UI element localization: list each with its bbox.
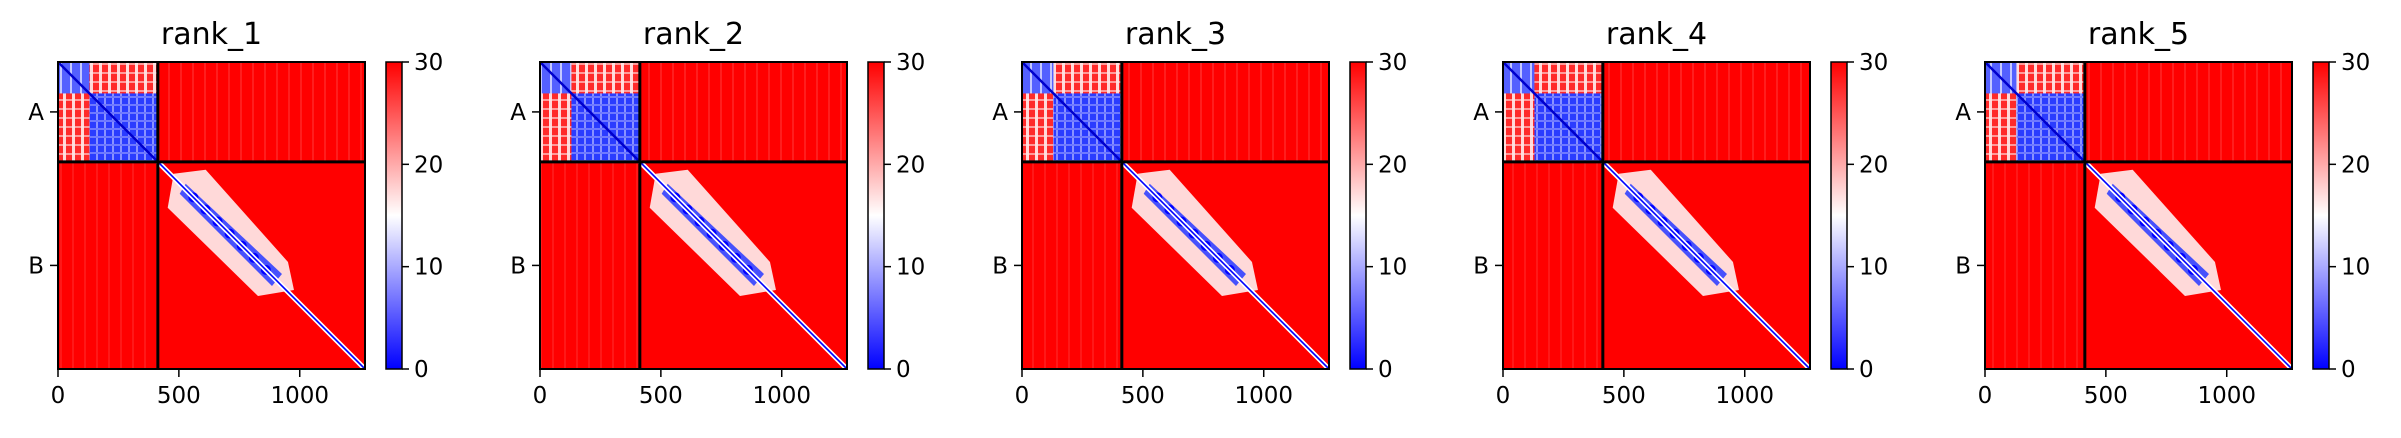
- diagonal-A: [1984, 61, 2086, 163]
- x-tick-label: 0: [51, 383, 66, 409]
- diagonal-A: [1502, 61, 1604, 163]
- colorbar-tick-label: 20: [1378, 152, 1407, 178]
- diagonal-A: [539, 61, 641, 163]
- block-B-A: [1503, 161, 1603, 369]
- axes-frame: [1502, 61, 1811, 370]
- x-tick-label: 500: [1602, 383, 1646, 409]
- block-B-A: [1985, 161, 2085, 369]
- colorbar-tick-label: 10: [2341, 255, 2370, 281]
- block-B-A: [540, 161, 640, 369]
- heatmap-panel-4: rank_4 0 500 1000 A B 0 10 20 30: [1473, 17, 1888, 409]
- colorbar-tick-label: 0: [414, 357, 429, 383]
- colorbar-tick-label: 30: [896, 50, 925, 76]
- x-tick-label: 0: [533, 383, 548, 409]
- y-tick-label: A: [1955, 100, 1971, 126]
- diagonal-B: [1121, 161, 1330, 370]
- heatmap-panel-3: rank_3 0 500 1000 A B 0 10 20 30: [992, 17, 1407, 409]
- diagonal-A: [57, 61, 159, 163]
- colorbar-tick-label: 30: [1859, 50, 1888, 76]
- colorbar-tick-label: 0: [2341, 357, 2356, 383]
- x-tick-label: 1000: [270, 383, 329, 409]
- colorbar: [867, 61, 885, 370]
- colorbar-tick-label: 30: [2341, 50, 2370, 76]
- y-tick-label: A: [1473, 100, 1489, 126]
- y-tick-label: B: [992, 253, 1008, 279]
- panel-title: rank_4: [1606, 17, 1707, 52]
- block-B-A: [1022, 161, 1122, 369]
- colorbar: [385, 61, 403, 370]
- panel-title: rank_2: [643, 17, 744, 52]
- panel-title: rank_5: [2088, 17, 2189, 52]
- y-tick-label: B: [510, 253, 526, 279]
- colorbar-tick-label: 0: [1859, 357, 1874, 383]
- block-A-B: [1602, 62, 1810, 162]
- y-tick-label: B: [28, 253, 44, 279]
- colorbar-tick-label: 20: [2341, 152, 2370, 178]
- axes-frame: [1021, 61, 1330, 370]
- heatmap-panel-2: rank_2 0 500 1000 A B 0 10 20 30: [510, 17, 925, 409]
- axes-frame: [57, 61, 366, 370]
- x-tick-label: 1000: [2197, 383, 2256, 409]
- colorbar-tick-label: 20: [896, 152, 925, 178]
- diagonal-B: [1602, 161, 1811, 370]
- x-tick-label: 1000: [1715, 383, 1774, 409]
- colorbar-tick-label: 0: [1378, 357, 1393, 383]
- colorbar-tick-label: 20: [1859, 152, 1888, 178]
- diagonal-B: [157, 161, 366, 370]
- colorbar-tick-label: 0: [896, 357, 911, 383]
- x-tick-label: 1000: [1234, 383, 1293, 409]
- block-A-B: [2084, 62, 2292, 162]
- x-tick-label: 0: [1496, 383, 1511, 409]
- x-tick-label: 0: [1015, 383, 1030, 409]
- x-tick-label: 500: [1121, 383, 1165, 409]
- y-tick-label: A: [510, 100, 526, 126]
- x-tick-label: 1000: [752, 383, 811, 409]
- block-A-B: [1121, 62, 1329, 162]
- diagonal-B: [2084, 161, 2293, 370]
- colorbar-tick-label: 20: [414, 152, 443, 178]
- colorbar: [1830, 61, 1848, 370]
- colorbar-tick-label: 10: [1378, 255, 1407, 281]
- colorbar: [2312, 61, 2330, 370]
- x-tick-label: 500: [639, 383, 683, 409]
- y-tick-label: B: [1955, 253, 1971, 279]
- colorbar: [1349, 61, 1367, 370]
- colorbar-tick-label: 30: [414, 50, 443, 76]
- block-A-B: [157, 62, 365, 162]
- axes-frame: [1984, 61, 2293, 370]
- x-tick-label: 500: [157, 383, 201, 409]
- y-tick-label: A: [992, 100, 1008, 126]
- heatmap-panel-1: rank_1 0 500 1000 A B 0 10 20 30: [28, 17, 443, 409]
- y-tick-label: B: [1473, 253, 1489, 279]
- colorbar-tick-label: 10: [896, 255, 925, 281]
- colorbar-tick-label: 10: [414, 255, 443, 281]
- x-tick-label: 500: [2084, 383, 2128, 409]
- diagonal-A: [1021, 61, 1123, 163]
- y-tick-label: A: [28, 100, 44, 126]
- colorbar-tick-label: 10: [1859, 255, 1888, 281]
- colorbar-tick-label: 30: [1378, 50, 1407, 76]
- diagonal-B: [639, 161, 848, 370]
- heatmap-panel-5: rank_5 0 500 1000 A B 0 10 20 30: [1955, 17, 2370, 409]
- axes-frame: [539, 61, 848, 370]
- block-A-B: [639, 62, 847, 162]
- block-B-A: [58, 161, 158, 369]
- panel-title: rank_1: [161, 17, 262, 52]
- panel-title: rank_3: [1125, 17, 1226, 52]
- x-tick-label: 0: [1978, 383, 1993, 409]
